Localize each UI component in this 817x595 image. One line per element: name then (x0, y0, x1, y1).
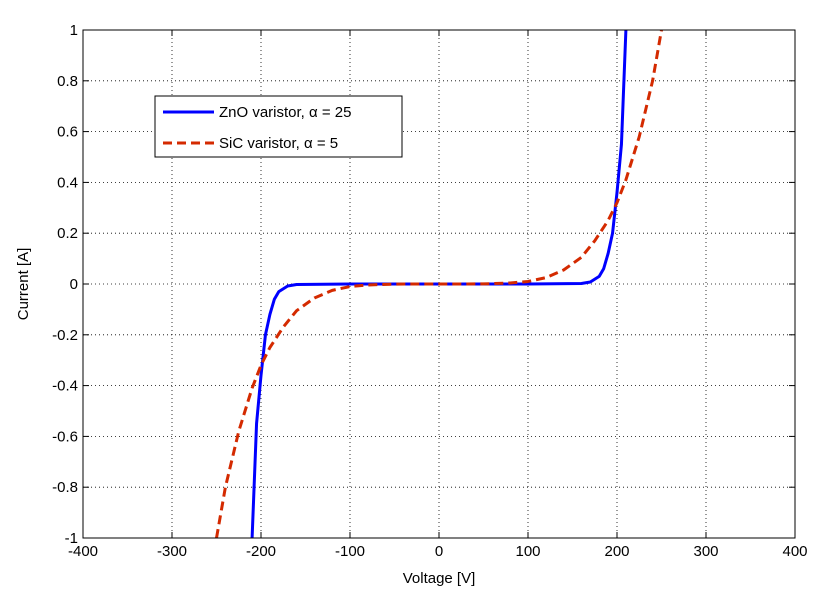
y-tick-label: -0.6 (52, 428, 78, 445)
y-tick-label: 0.6 (57, 124, 78, 141)
y-tick-label: 0.2 (57, 225, 78, 242)
x-tick-label: 0 (435, 543, 443, 560)
y-tick-label: -0.8 (52, 479, 78, 496)
y-tick-label: 0 (70, 276, 78, 293)
x-tick-label: 200 (604, 543, 629, 560)
y-tick-label: 0.8 (57, 73, 78, 90)
x-tick-label: -200 (246, 543, 276, 560)
y-axis-label: Current [A] (15, 248, 32, 321)
legend-label-sic: SiC varistor, α = 5 (219, 135, 338, 152)
x-tick-label: 300 (693, 543, 718, 560)
y-tick-label: -0.4 (52, 378, 78, 395)
legend: ZnO varistor, α = 25 SiC varistor, α = 5 (155, 96, 402, 157)
x-tick-label: -100 (335, 543, 365, 560)
y-tick-label: -0.2 (52, 327, 78, 344)
x-axis-label: Voltage [V] (403, 570, 476, 587)
y-tick-label: -1 (65, 530, 78, 547)
x-tick-label: 400 (782, 543, 807, 560)
legend-label-zno: ZnO varistor, α = 25 (219, 104, 351, 121)
y-tick-label: 1 (70, 22, 78, 39)
x-tick-label: 100 (515, 543, 540, 560)
x-tick-label: -300 (157, 543, 187, 560)
y-tick-label: 0.4 (57, 174, 78, 191)
